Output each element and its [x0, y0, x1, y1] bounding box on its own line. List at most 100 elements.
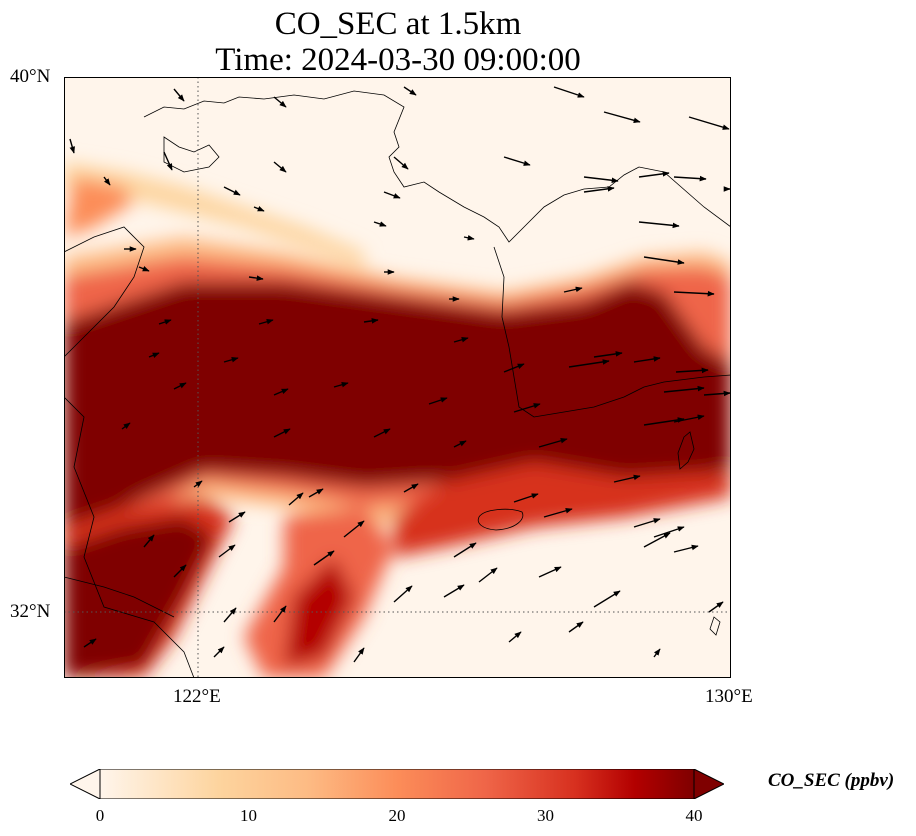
lon-tick-label: 122°E: [173, 686, 221, 707]
wind-arrow: [288, 492, 304, 506]
coastline-china: [64, 226, 145, 358]
wind-arrow: [273, 96, 287, 108]
plume-south-tongue-core: [284, 557, 354, 667]
wind-arrow: [143, 534, 155, 548]
wind-vectors: [69, 86, 731, 663]
wind-arrow: [673, 290, 715, 297]
wind-arrow: [673, 175, 707, 182]
coastline-northeast: [143, 90, 731, 243]
plume-northwest-core: [64, 177, 134, 237]
wind-arrow: [148, 352, 160, 358]
wind-arrow: [638, 171, 670, 178]
wind-arrow: [333, 382, 349, 388]
coastline-peninsula: [493, 246, 731, 418]
wind-arrow: [383, 191, 401, 199]
wind-arrow: [663, 385, 705, 393]
island-southeast: [709, 616, 721, 636]
colorbar-tick-label: 10: [240, 806, 257, 825]
wind-arrow: [653, 526, 685, 538]
wind-arrow: [568, 621, 584, 633]
wind-arrow: [463, 235, 475, 241]
wind-arrow: [353, 647, 365, 663]
wind-arrow: [173, 382, 187, 390]
wind-arrow: [453, 440, 467, 448]
wind-arrow: [373, 221, 387, 227]
wind-arrow: [653, 648, 661, 658]
coastline-china-south: [64, 396, 195, 678]
wind-arrow: [633, 356, 661, 363]
wind-arrow: [508, 631, 522, 643]
wind-arrow: [673, 544, 699, 553]
wind-arrow: [613, 474, 641, 483]
wind-arrow: [553, 86, 585, 98]
wind-arrow: [703, 390, 731, 397]
wind-arrow: [688, 116, 730, 130]
wind-arrow: [643, 417, 685, 426]
wind-arrow: [218, 544, 236, 558]
map-title: CO_SEC at 1.5km: [274, 6, 522, 42]
wind-arrow: [163, 151, 173, 171]
wind-arrow: [158, 319, 172, 325]
wind-arrow: [173, 564, 187, 578]
colorbar-max-extension: [693, 769, 724, 799]
colorbar-label: CO_SEC (ppbv): [768, 770, 895, 791]
wind-arrow: [373, 428, 391, 438]
wind-arrow: [193, 480, 203, 488]
wind-arrow: [638, 221, 680, 229]
coastlines: [64, 90, 731, 678]
lat-tick-label: 32°N: [10, 601, 51, 622]
wind-arrow: [343, 520, 365, 538]
plume-core: [64, 282, 731, 527]
wind-arrow: [403, 483, 419, 493]
concentration-map: [64, 77, 731, 678]
wind-arrow: [363, 318, 379, 324]
wind-arrow: [273, 605, 287, 623]
wind-arrow: [675, 367, 709, 374]
wind-arrow: [543, 508, 573, 518]
coastline-southwest: [64, 576, 175, 618]
map-time: Time: 2024-03-30 09:00:00: [215, 42, 581, 78]
plume-southwest-core: [64, 517, 214, 678]
wind-arrow: [708, 601, 724, 613]
wind-arrow: [593, 351, 623, 358]
wind-arrow: [568, 359, 610, 368]
wind-arrow: [513, 493, 539, 503]
wind-arrow: [83, 638, 97, 648]
wind-arrow: [223, 607, 237, 623]
wind-arrow: [643, 532, 671, 548]
colorbar-min-extension: [70, 769, 101, 799]
wind-arrow: [603, 111, 641, 124]
wind-arrow: [403, 86, 417, 96]
island-east: [677, 431, 695, 470]
wind-arrow: [313, 550, 335, 566]
wind-arrow: [213, 646, 225, 658]
wind-arrow: [513, 403, 541, 413]
wind-arrow: [223, 357, 239, 363]
wind-arrow: [428, 397, 448, 405]
wind-arrow: [453, 542, 477, 558]
wind-arrow: [443, 584, 465, 598]
lon-tick-label: 130°E: [705, 686, 753, 707]
wind-arrow: [583, 176, 619, 184]
wind-arrow: [503, 156, 531, 166]
wind-arrow: [103, 176, 111, 186]
wind-arrow: [248, 275, 264, 281]
wind-arrow: [253, 206, 265, 212]
wind-arrow: [643, 256, 685, 265]
colorbar-tick-label: 30: [537, 806, 554, 825]
wind-arrow: [228, 511, 246, 523]
wind-arrow: [138, 266, 150, 272]
wind-arrow: [393, 156, 409, 170]
wind-arrow: [273, 161, 287, 173]
wind-arrow: [273, 428, 291, 438]
wind-arrow: [538, 438, 568, 448]
wind-arrow: [273, 388, 289, 396]
jeju-island: [477, 508, 524, 531]
colorbar-tick-label: 0: [95, 806, 105, 825]
wind-arrow: [593, 590, 621, 608]
wind-arrow: [478, 567, 498, 583]
colorbar-tick-label: 40: [685, 806, 703, 825]
colorbar-gradient: [99, 769, 695, 799]
wind-arrow: [453, 337, 469, 343]
wind-arrow: [563, 286, 583, 293]
